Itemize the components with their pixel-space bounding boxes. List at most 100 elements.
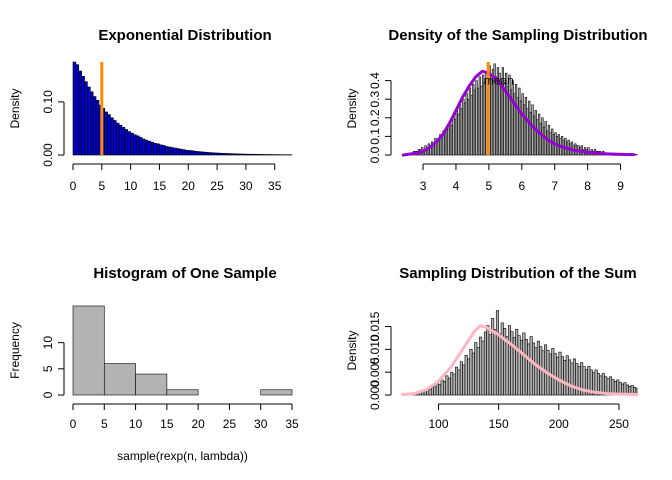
bar — [185, 149, 189, 156]
x-axis: 3 4 5 6 7 8 9 — [420, 163, 624, 193]
x-axis-title: sample(rexp(n, lambda)) — [117, 449, 248, 463]
x-tick-label: 0 — [70, 417, 77, 431]
bar — [452, 373, 456, 396]
y-tick-label: 0.1 — [368, 128, 382, 145]
y-axis-title: Frequency — [8, 322, 22, 379]
bar — [84, 81, 88, 156]
bar — [565, 355, 569, 396]
y-tick-label: 10 — [41, 336, 55, 350]
chart-title: Histogram of One Sample — [93, 265, 276, 282]
y-tick-label: 0 — [41, 391, 55, 398]
bar — [164, 146, 169, 156]
chart-panel-top-right: Density of the Sampling Distribution mean… — [345, 27, 648, 193]
bar — [115, 122, 120, 156]
x-tick-label: 25 — [210, 179, 224, 193]
y-tick-label: 0.0 — [368, 146, 382, 163]
bar — [457, 369, 461, 396]
bar — [127, 131, 131, 156]
bar — [156, 143, 160, 156]
bar — [234, 153, 238, 156]
bar — [467, 358, 471, 396]
bar — [87, 86, 91, 156]
bar — [527, 343, 531, 396]
y-tick-label: 5 — [41, 365, 55, 372]
x-tick-label: 35 — [285, 417, 299, 431]
bar — [469, 349, 473, 396]
bar — [187, 150, 192, 156]
chart-title: Exponential Distribution — [98, 27, 271, 44]
bar — [498, 333, 502, 396]
bar — [219, 152, 224, 156]
bar — [556, 356, 560, 396]
bar — [257, 154, 261, 156]
y-axis: 0.00.1 0.20.3 0.4 — [368, 72, 392, 163]
bar — [551, 348, 555, 396]
x-tick-label: 35 — [268, 179, 282, 193]
bar — [104, 111, 108, 156]
x-tick-label: 30 — [254, 417, 268, 431]
bar — [75, 64, 80, 156]
bar — [133, 134, 137, 156]
bar — [144, 139, 149, 156]
bar — [474, 342, 478, 396]
bar — [135, 373, 168, 396]
bar — [558, 351, 562, 396]
bar — [162, 145, 166, 156]
bar — [476, 347, 480, 396]
bar — [159, 144, 163, 156]
x-tick-label: 250 — [609, 417, 629, 431]
chart-title: Sampling Distribution of the Sum — [399, 265, 637, 282]
x-tick-label: 5 — [101, 417, 108, 431]
x-tick-label: 200 — [549, 417, 569, 431]
bar — [147, 140, 152, 156]
bar — [211, 152, 215, 156]
bar — [208, 152, 212, 156]
bar — [167, 146, 172, 156]
bar — [500, 322, 504, 396]
x-tick-label: 9 — [617, 179, 624, 193]
y-tick-label: 0.005 — [368, 357, 382, 387]
bar — [89, 91, 94, 156]
bar — [170, 147, 175, 156]
bar — [179, 148, 183, 156]
bar — [81, 76, 85, 156]
bar — [193, 150, 198, 156]
bar — [231, 153, 235, 156]
y-tick-label: 0.4 — [368, 72, 382, 89]
bar — [532, 342, 536, 396]
chart-panel-top-left: Exponential Distribution 0 5 10 15 20 25 30 35 0.… — [8, 27, 293, 193]
bar — [110, 117, 114, 156]
bar — [507, 325, 511, 396]
y-axis: 0 5 10 — [41, 336, 65, 398]
bar — [488, 334, 492, 396]
y-tick-label: 0.015 — [368, 311, 382, 341]
x-tick-label: 15 — [153, 179, 167, 193]
x-tick-label: 5 — [486, 179, 493, 193]
x-tick-label: 6 — [518, 179, 525, 193]
bar — [196, 151, 201, 156]
bar — [459, 361, 463, 396]
annotation-label: mean — [484, 74, 514, 88]
bar — [483, 331, 487, 396]
x-tick-label: 3 — [420, 179, 427, 193]
bar — [517, 335, 521, 396]
bar — [524, 339, 528, 396]
bar — [95, 99, 100, 156]
bar — [260, 389, 293, 396]
chart-panel-bottom-left: Histogram of One Sample 0 5 10 15 20 25 30 35 0 5 1… — [8, 265, 299, 463]
bar — [121, 127, 126, 156]
bar — [447, 377, 451, 396]
bar — [450, 371, 454, 396]
bar — [486, 325, 490, 396]
bar — [118, 124, 123, 156]
bar — [515, 328, 519, 396]
bar — [141, 138, 146, 156]
y-tick-label: 0.00 — [41, 143, 55, 167]
bar — [445, 375, 449, 396]
bar — [254, 154, 258, 156]
bar — [262, 154, 267, 156]
x-tick-label: 10 — [124, 179, 138, 193]
bar — [481, 340, 485, 396]
